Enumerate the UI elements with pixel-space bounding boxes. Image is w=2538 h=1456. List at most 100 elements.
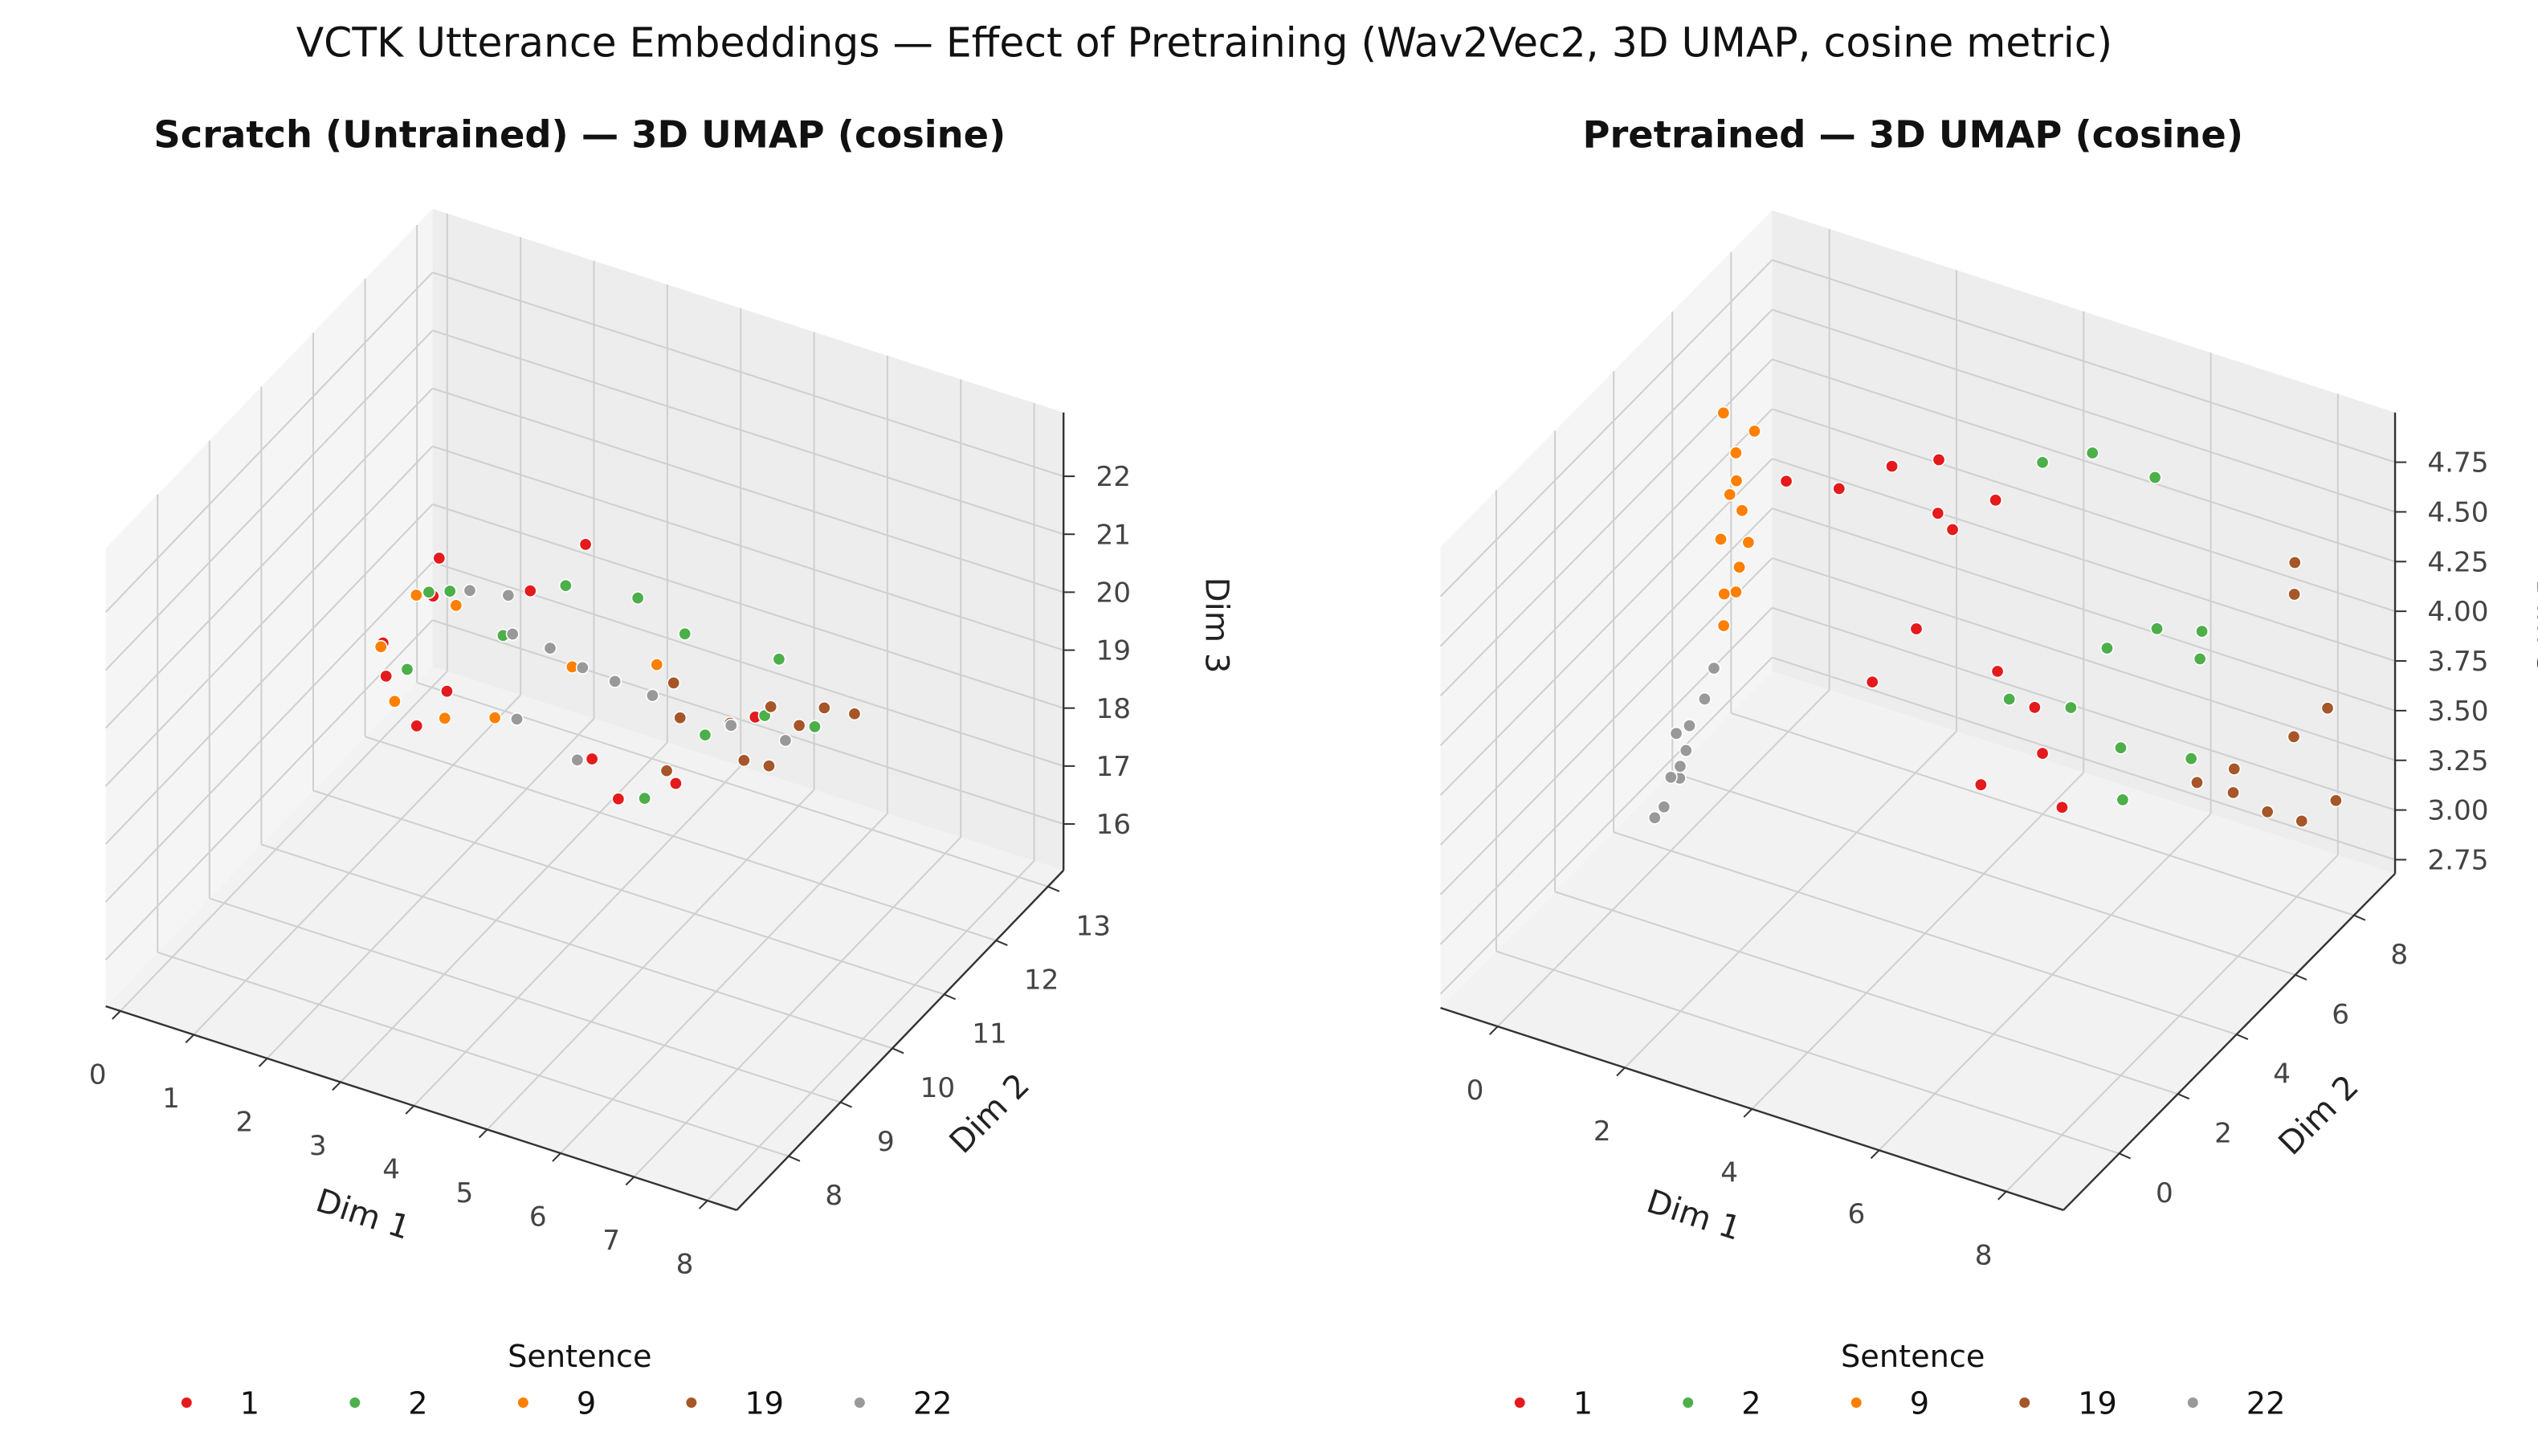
y-axis-line: [2063, 872, 2396, 1211]
y-tick-label: 10: [920, 1072, 956, 1104]
y-tick-mark: [788, 1155, 801, 1162]
grid-line: [1772, 408, 2396, 613]
point: [379, 669, 394, 683]
point: [645, 688, 659, 703]
grid-line: [120, 671, 448, 1012]
point: [2035, 746, 2050, 761]
x-tick-mark: [112, 1010, 121, 1020]
point: [678, 626, 692, 641]
grid-line: [1772, 557, 2396, 761]
legend-title: Sentence: [508, 1339, 651, 1375]
y-tick-label: 6: [2332, 998, 2349, 1030]
legend-marker: [349, 1396, 361, 1409]
grid-line: [104, 329, 434, 671]
point: [410, 719, 424, 733]
grid-line: [1772, 259, 2396, 463]
point: [1779, 474, 1793, 488]
legend-label: 1: [240, 1386, 259, 1422]
point: [792, 718, 806, 732]
legend-label: 9: [1910, 1386, 1929, 1422]
point: [1741, 535, 1756, 549]
point: [762, 759, 776, 773]
legend-label: 19: [745, 1386, 784, 1422]
z-tick-label: 3.00: [2427, 795, 2488, 827]
point: [558, 578, 573, 593]
point: [2320, 701, 2335, 716]
x-tick-mark: [1488, 1026, 1499, 1035]
z-tick-label: 3.75: [2427, 646, 2488, 678]
grid-line: [1439, 458, 1773, 796]
x-tick-label: 0: [1467, 1075, 1484, 1107]
x-tick-label: 6: [1847, 1198, 1865, 1230]
point: [439, 684, 454, 699]
point: [817, 700, 831, 715]
legend-label: 2: [1741, 1386, 1761, 1422]
point: [1683, 719, 1696, 733]
y-tick-label: 0: [2156, 1177, 2173, 1209]
grid-line: [633, 836, 961, 1178]
point: [2195, 624, 2210, 638]
point: [2226, 785, 2240, 800]
x-tick-label: 1: [162, 1083, 180, 1115]
point: [1732, 560, 1747, 574]
legend-marker: [180, 1396, 193, 1409]
y-tick-label: 9: [877, 1126, 895, 1158]
y-tick-mark: [2177, 1093, 2190, 1100]
grid-line: [1554, 891, 2178, 1095]
grid-line: [560, 813, 888, 1154]
point: [2035, 455, 2050, 470]
legend-marker: [516, 1396, 529, 1409]
point: [2085, 446, 2099, 460]
point: [1909, 622, 1924, 636]
legend-marker: [685, 1396, 698, 1409]
z-tick-label: 3.25: [2427, 745, 2488, 777]
x-axis-label: Dim 1: [312, 1182, 414, 1247]
point: [1679, 744, 1693, 757]
point: [1885, 459, 1899, 474]
point: [505, 627, 520, 641]
point: [1932, 453, 1946, 467]
x-tick-mark: [698, 1200, 708, 1209]
point: [808, 720, 822, 734]
point: [1728, 446, 1743, 460]
y-tick-mark: [2353, 914, 2366, 921]
point: [1728, 585, 1743, 599]
point: [510, 712, 524, 726]
chart-title: Scratch (Untrained) — 3D UMAP (cosine): [153, 112, 1006, 156]
point: [1735, 504, 1749, 518]
z-tick-label: 19: [1096, 635, 1131, 667]
point: [659, 764, 674, 778]
grid-line: [1439, 656, 1773, 995]
z-axis-label: Dim 3: [2529, 579, 2538, 675]
point: [422, 585, 436, 599]
x-tick-mark: [1616, 1067, 1626, 1077]
grid-line: [1439, 358, 1773, 697]
legend-marker: [2186, 1396, 2199, 1409]
y-tick-label: 8: [2390, 939, 2408, 971]
x-tick-label: 2: [235, 1107, 253, 1139]
y-tick-mark: [2236, 1034, 2249, 1041]
legend-marker: [2018, 1396, 2031, 1409]
point: [737, 753, 751, 768]
x-tick-mark: [258, 1058, 268, 1067]
z-tick-label: 4.25: [2427, 546, 2488, 578]
y-tick-label: 2: [2214, 1118, 2232, 1150]
point: [2116, 793, 2130, 807]
grid-line: [104, 619, 434, 960]
y-tick-mark: [840, 1101, 852, 1108]
grid-line: [209, 897, 841, 1103]
point: [1717, 587, 1732, 602]
point: [409, 588, 423, 602]
point: [1673, 759, 1687, 773]
x-tick-mark: [1743, 1108, 1753, 1118]
grid-line: [1613, 831, 2238, 1035]
x-tick-label: 8: [1975, 1239, 1993, 1271]
point: [1989, 493, 2003, 508]
z-tick-label: 3.50: [2427, 695, 2488, 728]
x-tick-mark: [1870, 1149, 1880, 1160]
point: [1973, 777, 1988, 792]
point: [2328, 793, 2343, 808]
z-tick-label: 18: [1096, 693, 1131, 725]
z-tick-label: 2.75: [2427, 845, 2488, 877]
point: [501, 588, 516, 602]
